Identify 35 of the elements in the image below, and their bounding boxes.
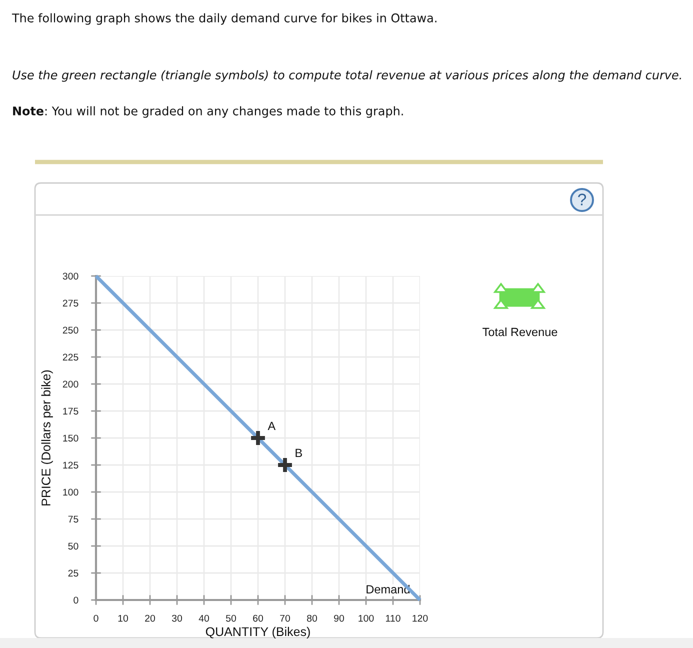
series-label: A (268, 422, 276, 430)
x-axis-title: QUANTITY (Bikes) (206, 626, 310, 639)
x-tick-label: 100 (358, 614, 374, 622)
y-tick-label: 150 (63, 434, 78, 442)
chart-title: The following graph shows the daily demand curve for bikes in Ottawa. (12, 13, 436, 25)
x-tick-label: 40 (198, 614, 210, 622)
x-tick-label: 90 (334, 614, 344, 622)
y-tick-label: 175 (63, 408, 78, 415)
x-tick-label: 30 (172, 614, 182, 622)
text: ? (578, 194, 586, 206)
x-tick-label: 10 (118, 614, 128, 622)
y-tick-label: 75 (68, 516, 78, 523)
x-tick-label: 70 (280, 614, 290, 622)
y-tick-label: 275 (62, 300, 78, 307)
x-tick-label: 110 (386, 614, 400, 622)
x-tick-label: 50 (226, 614, 236, 622)
text: Total Revenue (482, 327, 558, 336)
y-tick-label: 100 (63, 488, 78, 496)
chart-subtitle: Use the green rectangle (triangle symbols) to compute total revenue at various prices along the demand curve. (12, 70, 682, 82)
y-tick-label: 25 (68, 570, 78, 577)
series-label: B (296, 448, 302, 457)
x-tick-label: 0 (94, 614, 98, 622)
y-axis-title: PRICE (Dollars per bike) (41, 370, 53, 506)
x-tick-label: 120 (412, 614, 428, 622)
text: Note: You will not be graded on any changes made to this graph. (13, 106, 403, 118)
y-tick-label: 125 (63, 462, 78, 469)
y-tick-label: 200 (62, 380, 78, 388)
y-tick-label: 250 (62, 326, 78, 334)
y-tick-label: 300 (62, 272, 78, 280)
y-tick-label: 50 (68, 542, 78, 550)
y-tick-label: 0 (74, 596, 78, 604)
x-tick-label: 20 (145, 614, 156, 622)
x-tick-label: 60 (253, 614, 264, 622)
x-tick-label: 80 (307, 614, 318, 622)
y-tick-label: 225 (62, 354, 78, 361)
